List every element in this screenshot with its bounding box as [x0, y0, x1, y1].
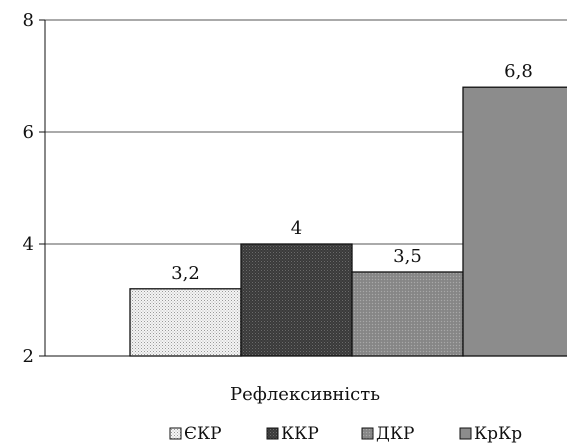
bar-1: [129, 288, 242, 357]
data-label: 6,8: [504, 61, 533, 82]
legend: ЄКР ККР ДКР КрКр: [169, 424, 522, 444]
bar-4: [462, 86, 567, 357]
bar-3: [351, 271, 464, 357]
legend-label: ЄКР: [184, 424, 222, 444]
y-tick-label: 8: [23, 10, 34, 31]
legend-swatch: [361, 427, 374, 440]
legend-label: ККР: [281, 424, 319, 444]
legend-swatch: [169, 427, 182, 440]
legend-label: КрКр: [474, 424, 522, 444]
legend-swatch: [266, 427, 279, 440]
data-label: 3,5: [393, 246, 422, 267]
labels: Рефлексивність 2 4 6 8 3,2 4 3,5 6,8: [23, 10, 533, 405]
legend-swatch: [459, 427, 472, 440]
y-tick-label: 4: [23, 234, 34, 255]
bars: [129, 86, 567, 357]
data-label: 4: [291, 218, 302, 239]
y-tick-label: 6: [23, 122, 34, 143]
data-label: 3,2: [171, 263, 200, 284]
category-label: Рефлексивність: [230, 384, 380, 405]
y-tick-label: 2: [23, 346, 34, 367]
legend-label: ДКР: [376, 424, 414, 444]
bar-2: [240, 243, 353, 357]
